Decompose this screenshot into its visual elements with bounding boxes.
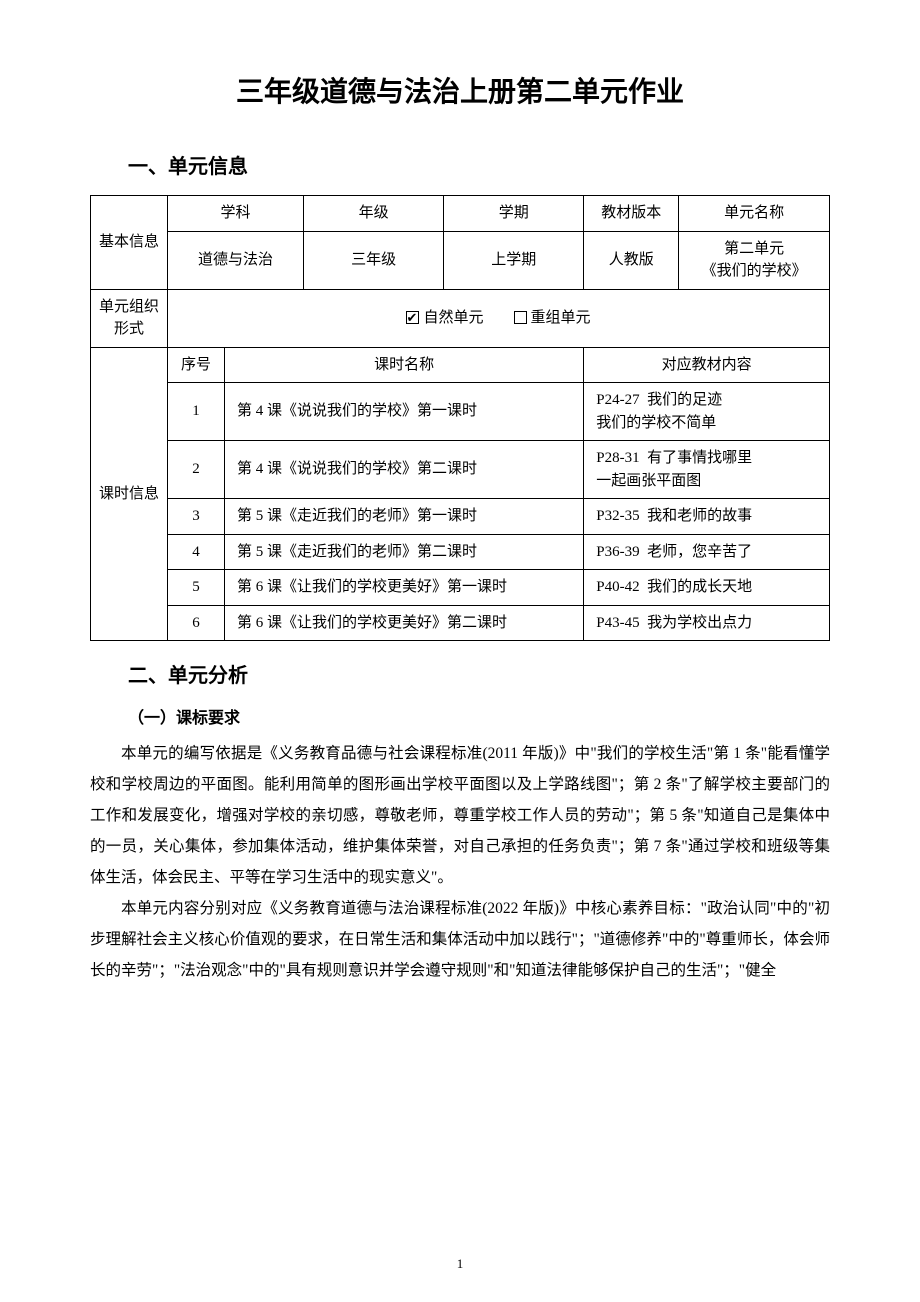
td-lesson-name: 第 5 课《走近我们的老师》第一课时 <box>225 499 584 535</box>
basic-row-label: 基本信息 <box>91 196 168 290</box>
td-pages: P28-31 <box>596 450 639 466</box>
td-pages: P43-45 <box>596 615 639 631</box>
orgform-row-label: 单元组织形式 <box>91 289 168 347</box>
td-pages: P36-39 <box>596 544 639 560</box>
subsection-1-heading: （一）课标要求 <box>128 704 830 728</box>
td-seq: 3 <box>168 499 225 535</box>
page: 三年级道德与法治上册第二单元作业 一、单元信息 基本信息 学科 年级 学期 教材… <box>0 0 920 1302</box>
td-seq: 4 <box>168 534 225 570</box>
section-1-heading: 一、单元信息 <box>128 150 830 179</box>
td-lesson-content: P28-31 有了事情找哪里一起画张平面图 <box>584 441 830 499</box>
th-unitname: 单元名称 <box>679 196 830 232</box>
table-row: 4 第 5 课《走近我们的老师》第二课时 P36-39 老师，您辛苦了 <box>91 534 830 570</box>
checkbox-natural-icon <box>406 311 419 324</box>
body-paragraph: 本单元内容分别对应《义务教育道德与法治课程标准(2022 年版)》中核心素养目标… <box>90 893 830 986</box>
td-pages: P24-27 <box>596 392 639 408</box>
td-pages: P32-35 <box>596 508 639 524</box>
checkbox-natural-label: 自然单元 <box>423 310 483 326</box>
td-lesson-name: 第 6 课《让我们的学校更美好》第一课时 <box>225 570 584 606</box>
unit-info-table: 基本信息 学科 年级 学期 教材版本 单元名称 道德与法治 三年级 上学期 人教… <box>90 195 830 641</box>
orgform-cell: 自然单元 重组单元 <box>168 289 830 347</box>
table-row: 3 第 5 课《走近我们的老师》第一课时 P32-35 我和老师的故事 <box>91 499 830 535</box>
td-content: 老师，您辛苦了 <box>647 544 752 560</box>
td-grade: 三年级 <box>304 231 444 289</box>
th-subject: 学科 <box>168 196 304 232</box>
td-lesson-name: 第 4 课《说说我们的学校》第二课时 <box>225 441 584 499</box>
body-paragraph: 本单元的编写依据是《义务教育品德与社会课程标准(2011 年版)》中"我们的学校… <box>90 738 830 893</box>
td-lesson-name: 第 4 课《说说我们的学校》第一课时 <box>225 383 584 441</box>
page-number: 1 <box>0 1256 920 1272</box>
table-row: 6 第 6 课《让我们的学校更美好》第二课时 P43-45 我为学校出点力 <box>91 605 830 641</box>
table-row: 课时信息 序号 课时名称 对应教材内容 <box>91 347 830 383</box>
td-lesson-content: P40-42 我们的成长天地 <box>584 570 830 606</box>
section-2-heading: 二、单元分析 <box>128 659 830 688</box>
td-subject: 道德与法治 <box>168 231 304 289</box>
td-edition: 人教版 <box>584 231 679 289</box>
td-lesson-content: P36-39 老师，您辛苦了 <box>584 534 830 570</box>
td-content: 我为学校出点力 <box>647 615 752 631</box>
td-unitname: 第二单元《我们的学校》 <box>679 231 830 289</box>
lessons-row-label: 课时信息 <box>91 347 168 641</box>
table-row: 单元组织形式 自然单元 重组单元 <box>91 289 830 347</box>
td-lesson-content: P24-27 我们的足迹我们的学校不简单 <box>584 383 830 441</box>
td-seq: 1 <box>168 383 225 441</box>
td-seq: 5 <box>168 570 225 606</box>
table-row: 道德与法治 三年级 上学期 人教版 第二单元《我们的学校》 <box>91 231 830 289</box>
td-semester: 上学期 <box>444 231 584 289</box>
td-seq: 2 <box>168 441 225 499</box>
th-seq: 序号 <box>168 347 225 383</box>
td-pages: P40-42 <box>596 579 639 595</box>
th-edition: 教材版本 <box>584 196 679 232</box>
td-content: 我和老师的故事 <box>647 508 752 524</box>
th-lesson-content: 对应教材内容 <box>584 347 830 383</box>
checkbox-recomb-label: 重组单元 <box>531 310 591 326</box>
table-row: 2 第 4 课《说说我们的学校》第二课时 P28-31 有了事情找哪里一起画张平… <box>91 441 830 499</box>
td-lesson-name: 第 6 课《让我们的学校更美好》第二课时 <box>225 605 584 641</box>
checkbox-recomb-icon <box>514 311 527 324</box>
table-row: 1 第 4 课《说说我们的学校》第一课时 P24-27 我们的足迹我们的学校不简… <box>91 383 830 441</box>
td-lesson-content: P43-45 我为学校出点力 <box>584 605 830 641</box>
th-lesson-name: 课时名称 <box>225 347 584 383</box>
td-seq: 6 <box>168 605 225 641</box>
table-row: 基本信息 学科 年级 学期 教材版本 单元名称 <box>91 196 830 232</box>
table-row: 5 第 6 课《让我们的学校更美好》第一课时 P40-42 我们的成长天地 <box>91 570 830 606</box>
th-grade: 年级 <box>304 196 444 232</box>
td-lesson-name: 第 5 课《走近我们的老师》第二课时 <box>225 534 584 570</box>
td-content: 我们的成长天地 <box>647 579 752 595</box>
th-semester: 学期 <box>444 196 584 232</box>
page-title: 三年级道德与法治上册第二单元作业 <box>90 70 830 110</box>
td-lesson-content: P32-35 我和老师的故事 <box>584 499 830 535</box>
